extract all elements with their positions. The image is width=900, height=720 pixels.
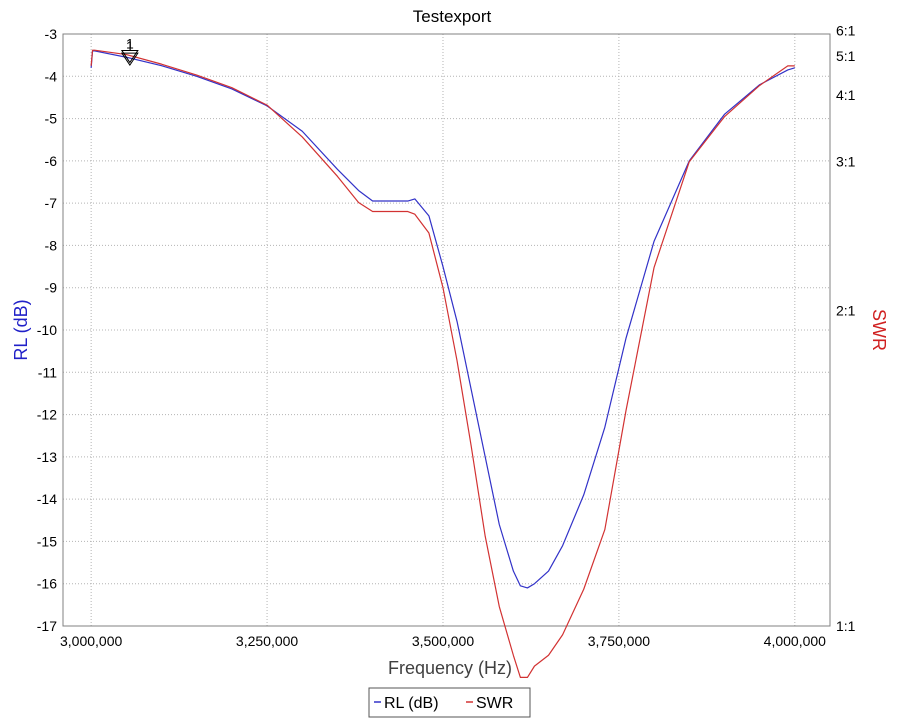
left-axis-title: RL (dB) (11, 299, 31, 360)
x-axis-title: Frequency (Hz) (388, 658, 512, 678)
left-tick-label: -4 (45, 68, 58, 84)
left-tick-label: -16 (37, 576, 57, 592)
x-tick-label: 3,250,000 (236, 633, 298, 649)
chart-title: Testexport (413, 7, 492, 26)
legend-label-rl: RL (dB) (384, 695, 439, 712)
x-tick-label: 3,750,000 (588, 633, 650, 649)
left-tick-label: -17 (37, 618, 57, 634)
legend-label-swr: SWR (476, 695, 513, 712)
marker-triangle (120, 49, 139, 64)
x-tick-label: 4,000,000 (764, 633, 826, 649)
x-tick-label: 3,500,000 (412, 633, 474, 649)
series-line-swr (90, 49, 795, 678)
grid (63, 34, 830, 626)
legend: RL (dB) SWR (368, 687, 531, 718)
right-tick-label: 2:1 (836, 303, 856, 319)
left-tick-label: -14 (37, 491, 57, 507)
left-tick-label: -9 (45, 280, 58, 296)
left-tick-label: -8 (45, 237, 58, 253)
marker-label: 1 (126, 35, 134, 51)
left-tick-label: -15 (37, 533, 57, 549)
plot-frame (62, 33, 831, 627)
left-axis-ticks: -3 -4 -5 -6 -7 -8 -9 -10 -11 -12 -13 -14 -15 -16 -17 (37, 26, 57, 634)
left-tick-label: -11 (38, 364, 57, 380)
series-line-rl (90, 50, 795, 589)
left-tick-label: -7 (45, 195, 58, 211)
series-layer (90, 49, 795, 678)
x-tick-label: 3,000,000 (60, 633, 122, 649)
left-tick-label: -6 (45, 153, 58, 169)
right-axis-ticks: 6:1 5:1 4:1 3:1 2:1 1:1 (836, 23, 856, 634)
right-tick-label: 3:1 (836, 154, 856, 170)
right-axis-title: SWR (869, 309, 889, 351)
x-axis-ticks: 3,000,000 3,250,000 3,500,000 3,750,000 4,00… (60, 633, 826, 649)
right-tick-label: 1:1 (836, 618, 856, 634)
right-tick-label: 6:1 (836, 23, 856, 39)
right-tick-label: 5:1 (836, 48, 856, 64)
left-tick-label: -3 (45, 26, 58, 42)
marker-layer: 11 (120, 35, 139, 67)
left-tick-label: -13 (37, 449, 57, 465)
left-tick-label: -10 (37, 322, 57, 338)
legend-box (368, 687, 531, 718)
left-tick-label: -5 (45, 111, 58, 127)
left-tick-label: -12 (37, 407, 57, 423)
marker-triangle (120, 52, 139, 67)
right-tick-label: 4:1 (836, 87, 856, 103)
marker-label: 1 (126, 38, 134, 54)
